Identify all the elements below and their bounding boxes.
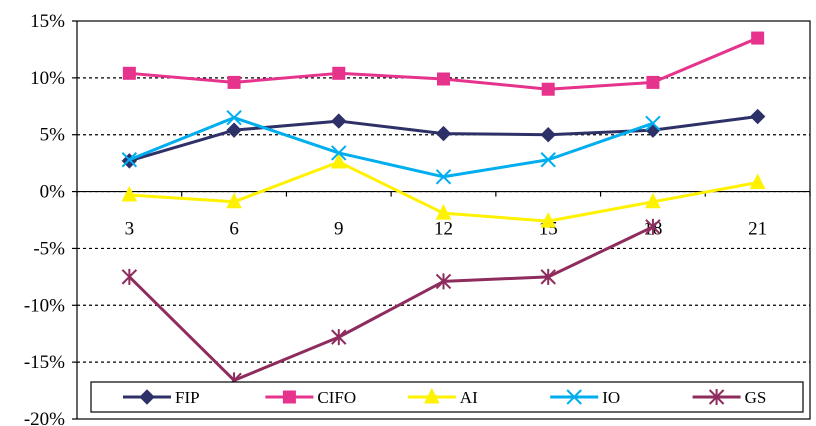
point-ai-3 (121, 185, 138, 202)
series-line-gs (128, 225, 654, 382)
y-tick-label-2: 5% (40, 125, 66, 146)
point-gs-12 (435, 273, 452, 290)
series-line-io (128, 116, 654, 179)
point-ai-18 (645, 192, 661, 209)
y-tick-label-5: -10% (24, 295, 65, 316)
point-gs-3 (121, 268, 138, 285)
axes (72, 20, 811, 420)
legend-item-io[interactable]: IO (550, 388, 620, 407)
point-fip-15 (540, 127, 556, 143)
y-tick-label-4: -5% (33, 238, 65, 259)
point-io-15 (540, 152, 556, 168)
point-ai-15 (540, 212, 557, 228)
point-cifo-18 (646, 75, 660, 89)
point-io-9 (331, 145, 347, 161)
y-tick-labels: 15% 10% 5% 0% -5% -10% -15% -20% (24, 11, 65, 426)
point-io-6 (226, 109, 242, 126)
y-tick-label-0: 15% (30, 11, 65, 32)
point-fip-12 (435, 125, 452, 142)
x-tick-label-6: 21 (748, 219, 767, 240)
point-ai-9 (330, 152, 347, 169)
legend-item-ai[interactable]: AI (407, 387, 478, 407)
point-fip-9 (331, 113, 347, 129)
point-io-3 (121, 152, 138, 168)
legend-marker-gs (708, 389, 725, 405)
legend-label-ai: AI (460, 388, 478, 407)
point-cifo-21 (751, 31, 765, 45)
legend[interactable]: FIP CIFO AI IO GS (90, 381, 804, 413)
legend-marker-fip (139, 389, 155, 405)
y-tick-label-3: 0% (40, 182, 66, 203)
legend-label-fip: FIP (175, 388, 200, 407)
series-ai (121, 152, 766, 228)
point-cifo-12 (437, 72, 450, 86)
x-tick-label-1: 6 (229, 219, 239, 240)
legend-item-gs[interactable]: GS (692, 388, 767, 407)
x-tick-label-2: 9 (334, 219, 344, 240)
series-gs (121, 218, 661, 389)
series-cifo (122, 31, 765, 96)
point-fip-6 (226, 122, 242, 138)
legend-marker-cifo (282, 390, 296, 404)
legend-item-fip[interactable]: FIP (123, 388, 200, 407)
x-tick-labels: 3 6 9 12 15 18 21 (125, 219, 768, 240)
point-cifo-15 (541, 82, 555, 96)
point-ai-12 (435, 204, 452, 220)
point-fip-21 (749, 108, 766, 125)
point-cifo-3 (122, 66, 136, 80)
series (121, 31, 766, 389)
point-gs-15 (540, 268, 556, 285)
x-tick-label-0: 3 (125, 219, 135, 240)
legend-item-cifo[interactable]: CIFO (265, 388, 356, 407)
legend-label-cifo: CIFO (317, 388, 356, 407)
legend-marker-io (566, 389, 582, 405)
point-ai-21 (749, 173, 766, 189)
plot-frame (76, 20, 811, 420)
point-ai-6 (226, 192, 242, 209)
y-tick-label-7: -20% (24, 409, 65, 426)
series-fip (121, 108, 766, 169)
legend-label-gs: GS (745, 388, 767, 407)
point-gs-9 (331, 329, 347, 346)
legend-label-io: IO (602, 388, 620, 407)
point-cifo-9 (332, 66, 346, 80)
series-io (121, 109, 661, 185)
legend-marker-ai (423, 387, 440, 404)
x-tick-label-3: 12 (434, 219, 453, 240)
point-io-18 (645, 115, 661, 132)
point-io-12 (435, 169, 452, 185)
point-cifo-6 (227, 75, 241, 89)
y-tick-label-1: 10% (30, 68, 65, 89)
y-tick-label-6: -15% (24, 352, 65, 373)
point-gs-18 (645, 218, 661, 235)
